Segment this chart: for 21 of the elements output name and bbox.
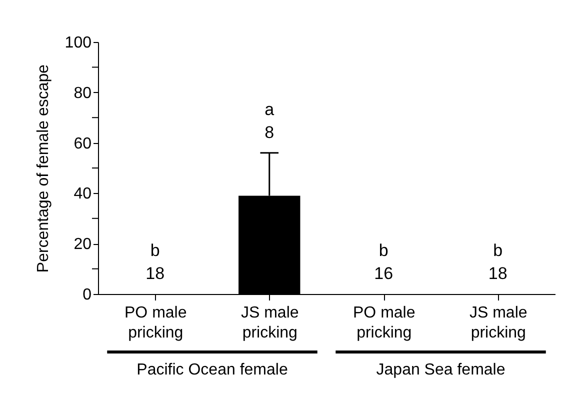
x-tick-label: PO male pricking xyxy=(124,304,187,342)
x-tick-label: JS male pricking xyxy=(240,304,299,342)
x-tick-label: PO male pricking xyxy=(353,304,416,342)
annotation: a xyxy=(264,100,275,119)
annotation: b xyxy=(150,241,160,260)
annotation: b xyxy=(493,241,503,260)
y-tick-label: 0 xyxy=(82,286,92,304)
annotation: 18 xyxy=(146,264,165,283)
annotation: 16 xyxy=(374,264,394,283)
text: Japan Sea female xyxy=(376,362,506,379)
y-tick-label: 80 xyxy=(74,84,92,102)
x-tick-label: JS male pricking xyxy=(469,304,528,342)
y-tick-label: 60 xyxy=(74,135,92,152)
y-tick-label: 40 xyxy=(74,186,92,203)
annotation: b xyxy=(378,241,388,260)
y-tick-label: 20 xyxy=(74,236,92,254)
annotation: 18 xyxy=(488,264,508,283)
y-axis-title: Percentage of female escape xyxy=(34,64,52,273)
text: Pacific Ocean female xyxy=(136,362,288,379)
annotation: 8 xyxy=(264,122,274,142)
y-tick-label: 100 xyxy=(64,34,92,52)
